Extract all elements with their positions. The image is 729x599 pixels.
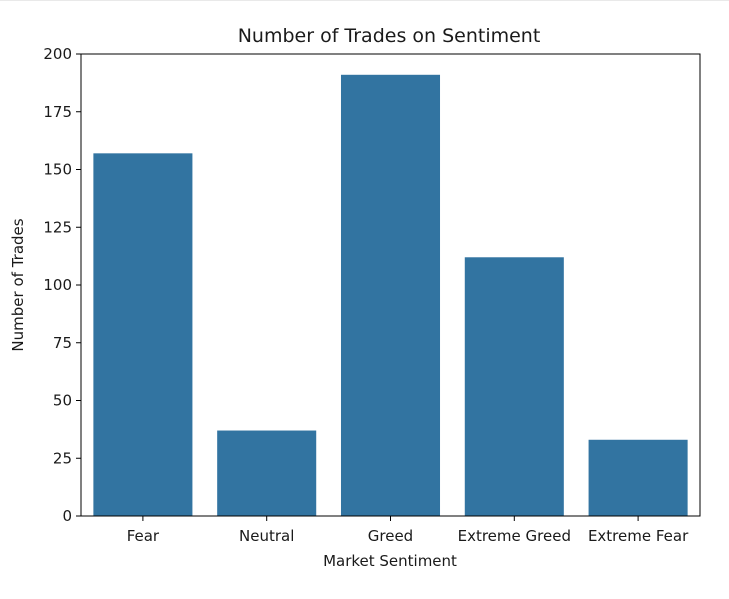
y-tick-label: 200 bbox=[43, 45, 72, 63]
bar-greed bbox=[340, 74, 441, 516]
x-tick-label: Extreme Fear bbox=[588, 527, 689, 545]
x-tick-label: Fear bbox=[127, 527, 160, 545]
y-tick-label: 50 bbox=[53, 392, 72, 410]
x-tick-label: Extreme Greed bbox=[458, 527, 571, 545]
x-axis-label: Market Sentiment bbox=[323, 552, 457, 570]
x-tick-label: Greed bbox=[368, 527, 413, 545]
y-tick-label: 175 bbox=[43, 103, 72, 121]
y-tick-label: 75 bbox=[53, 334, 72, 352]
bar-extreme-fear bbox=[588, 439, 688, 516]
y-tick-label: 150 bbox=[43, 161, 72, 179]
bars-group bbox=[93, 74, 688, 516]
y-tick-label: 25 bbox=[53, 449, 72, 467]
bar-extreme-greed bbox=[464, 257, 564, 516]
bar-neutral bbox=[217, 430, 317, 516]
chart-title: Number of Trades on Sentiment bbox=[238, 25, 541, 47]
y-tick-label: 125 bbox=[43, 218, 72, 236]
y-axis-ticks: 0 25 50 75 100 125 150 175 200 bbox=[43, 45, 81, 525]
x-tick-label: Neutral bbox=[239, 527, 294, 545]
plot-frame bbox=[80, 53, 701, 517]
y-axis-label: Number of Trades bbox=[9, 218, 27, 351]
bar-fear bbox=[93, 153, 193, 516]
y-tick-label: 100 bbox=[43, 276, 72, 294]
x-axis-ticks: Fear Neutral Greed Extreme Greed Extreme Fea… bbox=[127, 516, 689, 545]
y-tick-label: 0 bbox=[62, 507, 72, 525]
